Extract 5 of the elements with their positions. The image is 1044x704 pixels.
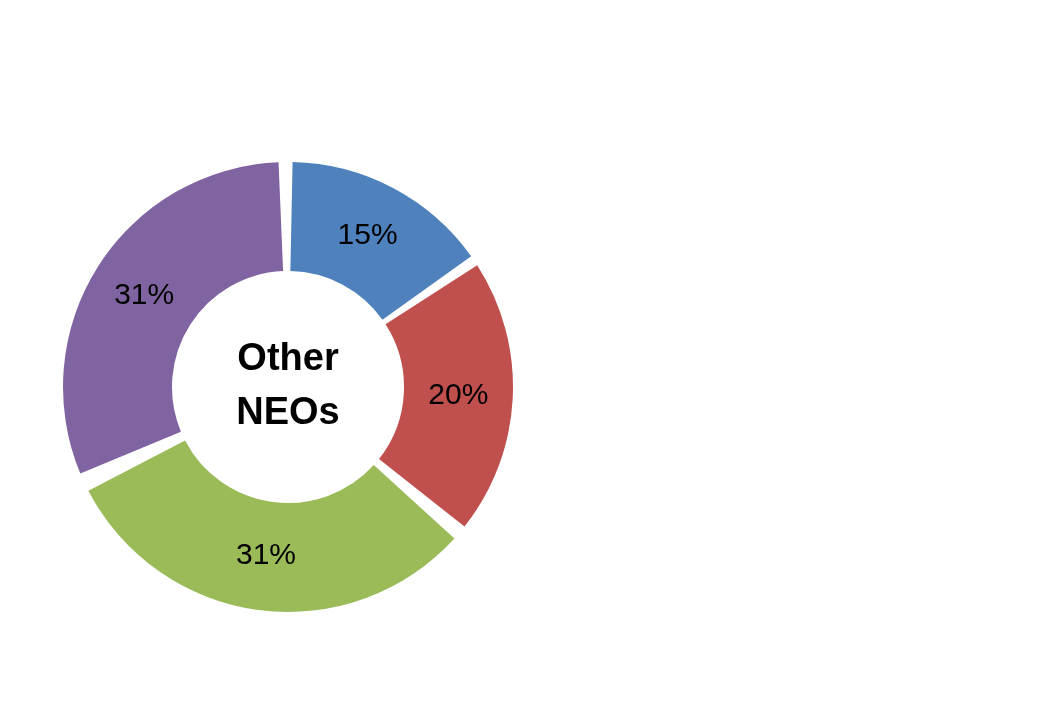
data-label: 20% (428, 376, 489, 410)
data-label: 15% (337, 217, 398, 251)
text: Other NEOs (236, 336, 340, 433)
data-label: 31% (114, 276, 175, 310)
data-label: 31% (235, 537, 296, 571)
